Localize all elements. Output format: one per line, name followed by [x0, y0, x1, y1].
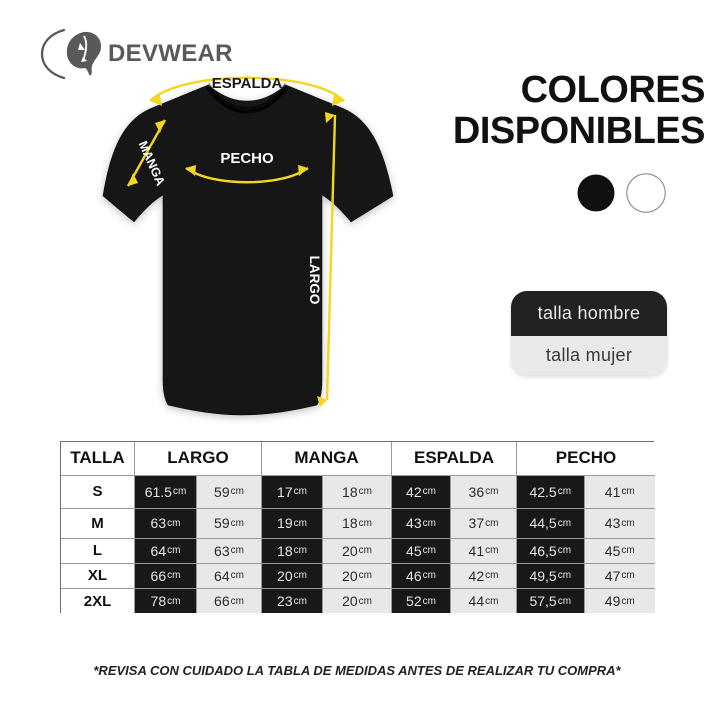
svg-text:MANGA: MANGA	[136, 139, 168, 188]
svg-text:ESPALDA: ESPALDA	[212, 75, 283, 92]
svg-text:LARGO: LARGO	[307, 256, 322, 305]
svg-text:PECHO: PECHO	[220, 150, 274, 167]
